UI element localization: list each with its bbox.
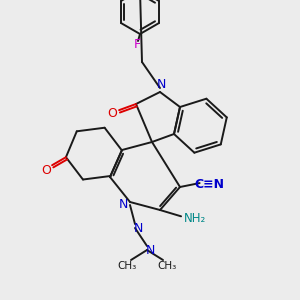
Text: CH₃: CH₃ [158, 261, 177, 271]
Text: N: N [156, 79, 166, 92]
Text: N: N [145, 244, 155, 256]
Text: N: N [118, 197, 128, 211]
Text: O: O [107, 107, 117, 120]
Text: CH₃: CH₃ [117, 261, 136, 271]
Text: NH₂: NH₂ [184, 212, 206, 225]
Text: F: F [134, 38, 141, 50]
Text: O: O [41, 164, 51, 177]
Text: C≡N: C≡N [195, 178, 225, 190]
Text: N: N [133, 223, 143, 236]
